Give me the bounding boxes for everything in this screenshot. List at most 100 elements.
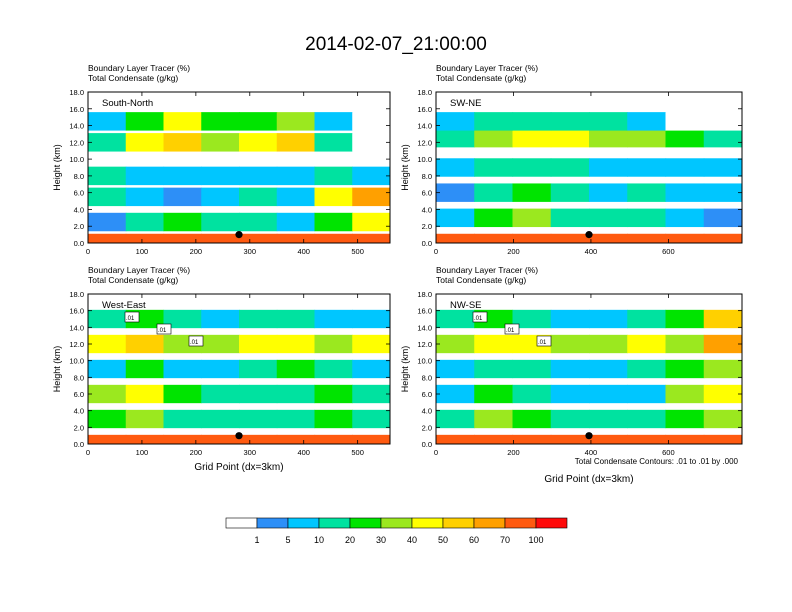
field-cell: [474, 158, 514, 177]
field-cell: [276, 187, 316, 207]
field-cell: [627, 384, 667, 404]
colorbar-swatch: [411, 517, 444, 529]
location-marker: [585, 231, 593, 239]
plot-frame: [435, 91, 743, 244]
panel-subtitle-1: Boundary Layer Tracer (%): [88, 265, 190, 275]
field-cell: [703, 112, 742, 131]
y-tick-label: 2.0: [422, 222, 432, 231]
panel-subtitle-1: Boundary Layer Tracer (%): [436, 63, 538, 73]
y-tick-label: 18.0: [69, 88, 84, 97]
field-cell: [201, 233, 240, 243]
field-cell: [314, 187, 353, 207]
colorbar-label: 100: [528, 535, 543, 545]
field-cell: [239, 359, 278, 379]
field-cell: [436, 233, 475, 243]
field-cell: [589, 384, 628, 404]
field-cell: [163, 384, 202, 404]
colorbar-swatch: [225, 517, 258, 529]
x-tick-label: 600: [662, 247, 675, 256]
field-cell: [436, 334, 475, 354]
x-tick-label: 0: [434, 247, 438, 256]
field-cell: [550, 158, 590, 177]
location-marker: [235, 231, 243, 239]
field-cell: [474, 233, 514, 243]
y-tick-label: 6.0: [422, 189, 432, 198]
colorbar-label: 10: [314, 535, 324, 545]
field-cell: [276, 309, 316, 329]
field-cell: [352, 233, 390, 243]
field-cell: [550, 128, 590, 148]
field-cell: [239, 233, 278, 243]
field-cell: [665, 309, 705, 329]
field-cell: [703, 309, 742, 329]
field-cell: [201, 309, 240, 329]
y-axis-label: Height (km): [400, 346, 410, 393]
field-cell: [125, 359, 165, 379]
field-cell: [627, 334, 667, 354]
x-tick-label: 200: [507, 448, 520, 457]
y-tick-label: 18.0: [69, 290, 84, 299]
field-cell: [550, 384, 590, 404]
contour-label: .01: [126, 316, 135, 322]
field-cell: [436, 208, 475, 228]
x-tick-label: 300: [244, 247, 257, 256]
x-tick-label: 100: [136, 448, 149, 457]
y-tick-label: 18.0: [417, 88, 432, 97]
field-cell: [550, 183, 590, 202]
field-cell: [314, 434, 353, 444]
y-tick-label: 0.0: [422, 440, 432, 449]
field-cell: [88, 166, 127, 186]
field-cell: [352, 359, 390, 379]
colorbar-swatch: [256, 517, 289, 529]
field-cell: [314, 133, 353, 152]
field-cell: [512, 233, 552, 243]
field-cell: [627, 128, 667, 148]
panel-subtitle-2: Total Condensate (g/kg): [88, 275, 178, 285]
y-tick-label: 4.0: [74, 205, 84, 214]
field-cell: [314, 359, 353, 379]
field-cell: [201, 384, 240, 404]
field-cell: [239, 187, 278, 207]
field-cell: [703, 384, 742, 404]
tracer-field: [436, 92, 742, 243]
field-cell: [703, 208, 742, 228]
y-tick-label: 6.0: [74, 189, 84, 198]
field-cell: [512, 128, 552, 148]
field-cell: [88, 409, 127, 429]
field-cell: [239, 112, 278, 131]
colorbar-label: 30: [376, 535, 386, 545]
y-tick-label: 10.0: [69, 357, 84, 366]
plot-frame: [87, 91, 391, 244]
field-cell: [512, 359, 552, 379]
field-cell: [703, 359, 742, 379]
field-cell: [627, 409, 667, 429]
colorbar-swatch: [349, 517, 382, 529]
contour-label: .01: [158, 328, 167, 334]
colorbar-swatch: [535, 517, 568, 529]
y-tick-label: 10.0: [417, 357, 432, 366]
field-cell: [512, 434, 552, 444]
x-tick-label: 200: [190, 247, 203, 256]
chart-panel-sw-ne: Boundary Layer Tracer (%)Total Condensat…: [400, 63, 743, 256]
field-cell: [627, 434, 667, 444]
field-cell: [88, 334, 127, 354]
field-cell: [125, 409, 165, 429]
field-cell: [163, 309, 202, 329]
field-cell: [314, 166, 353, 186]
panel-subtitle-1: Boundary Layer Tracer (%): [436, 265, 538, 275]
field-cell: [352, 409, 390, 429]
y-tick-label: 16.0: [69, 105, 84, 114]
field-cell: [276, 434, 316, 444]
field-cell: [703, 409, 742, 429]
colorbar-swatch: [504, 517, 537, 529]
field-cell: [589, 208, 628, 228]
field-cell: [314, 233, 353, 243]
field-cell: [88, 212, 127, 232]
location-marker: [585, 432, 593, 440]
field-cell: [163, 233, 202, 243]
y-tick-label: 2.0: [74, 222, 84, 231]
field-cell: [163, 112, 202, 131]
y-tick-label: 4.0: [74, 407, 84, 416]
colorbar-label: 5: [285, 535, 290, 545]
field-cell: [589, 409, 628, 429]
